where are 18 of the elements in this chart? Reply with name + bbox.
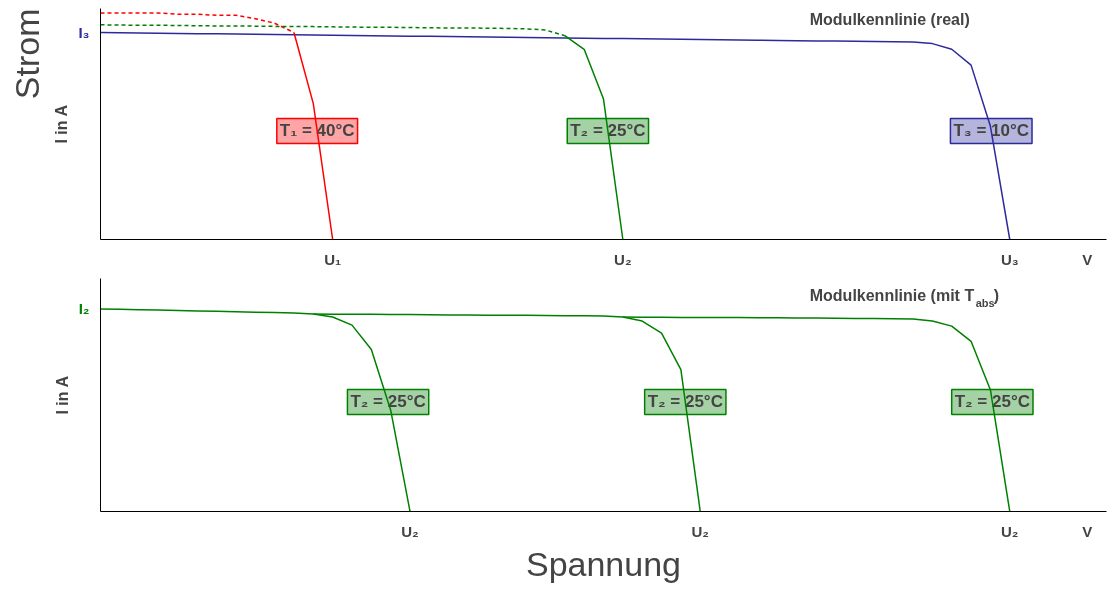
annotation: Modulkennlinie (real) (809, 10, 970, 28)
x-tick-label: U₁ (324, 250, 342, 268)
series-label: T₂ = 25°C (570, 121, 646, 141)
x-tick-label: U₃ (1000, 250, 1019, 268)
x-tick-label: U₂ (614, 250, 632, 268)
x-tick-label: V (1082, 522, 1093, 540)
x-axis-title: Spannung (525, 544, 682, 583)
x-tick-label: U₂ (691, 522, 709, 540)
text: Strom (7, 8, 46, 100)
text: I₂ (78, 300, 90, 318)
y-axis-title: I in A (53, 375, 71, 415)
x-tick-label: U₂ (1001, 522, 1019, 540)
series-label: T₃ = 10°C (953, 121, 1030, 141)
x-tick-label: V (1082, 250, 1093, 268)
text: I₃ (78, 24, 90, 42)
y-axis-title: I in A (53, 104, 71, 144)
series-label: T₂ = 25°C (350, 392, 426, 412)
x-tick-label: U₂ (401, 522, 419, 540)
